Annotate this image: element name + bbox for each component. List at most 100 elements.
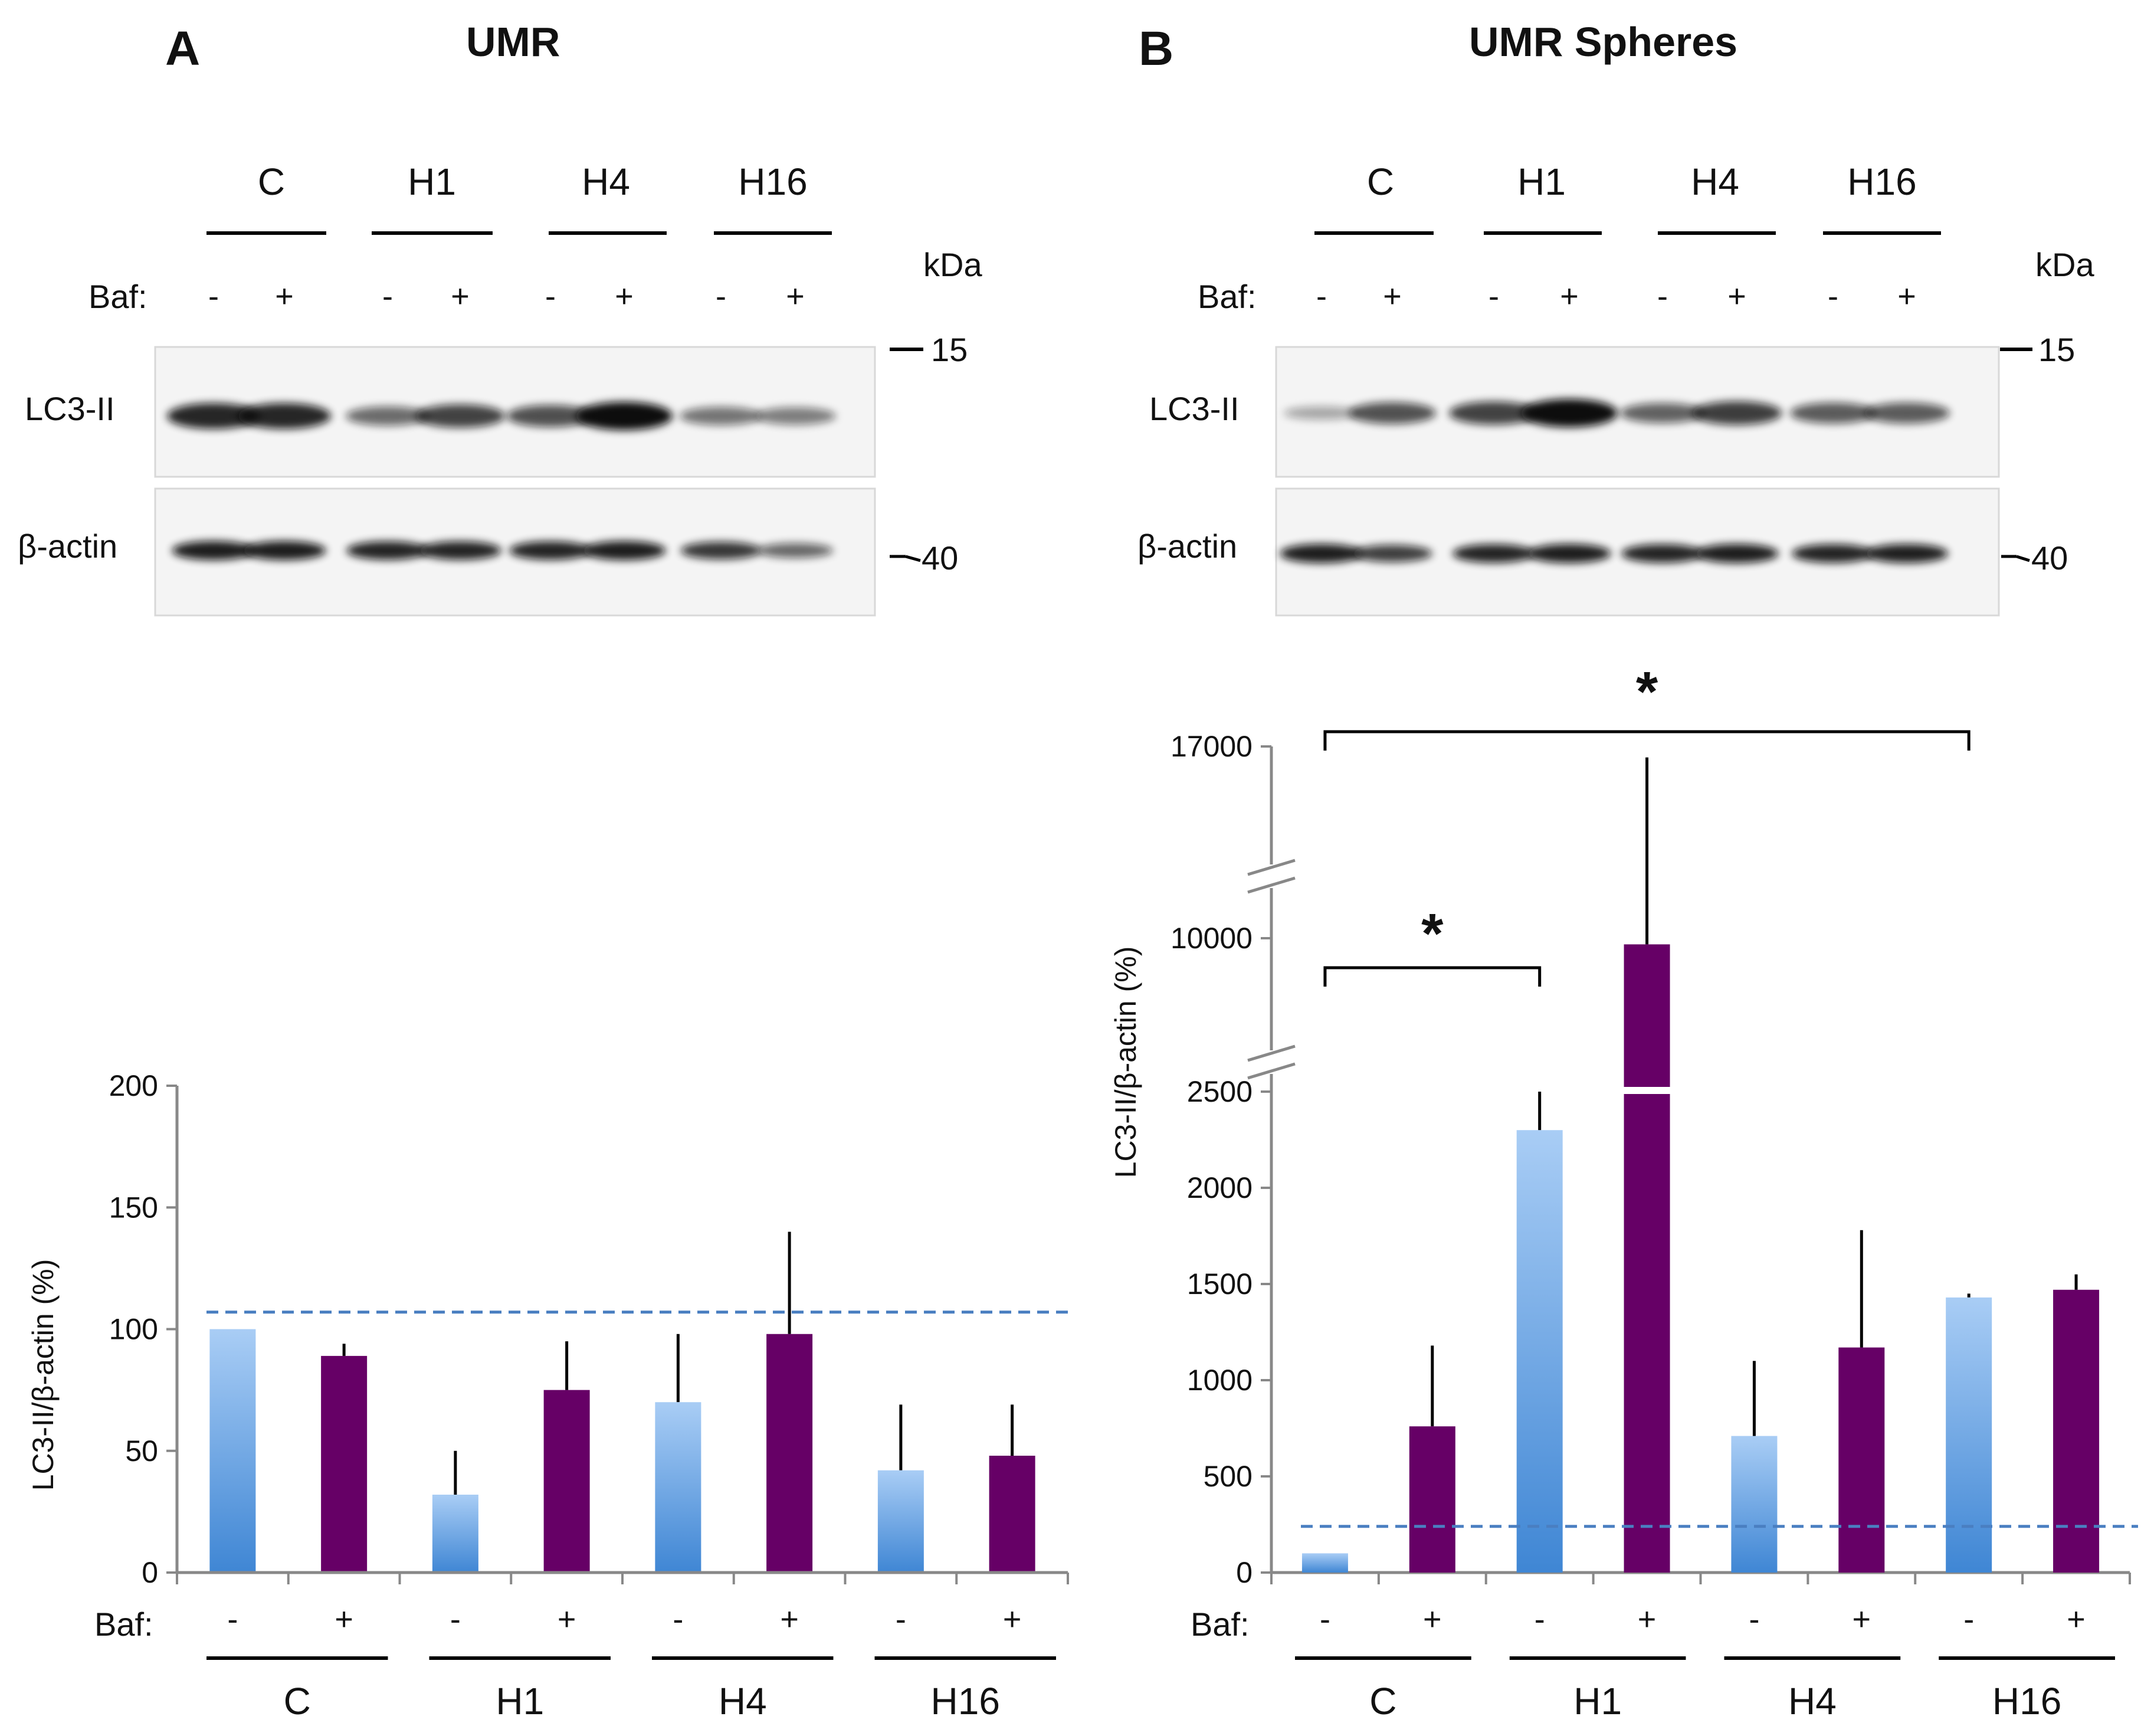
panel-a-baf-label: Baf: [88, 278, 147, 315]
actin-band [1865, 543, 1949, 564]
chart-a-x-axis [176, 1571, 1069, 1584]
actin-band [509, 541, 592, 560]
chart-a-baf-label: Baf: [94, 1606, 153, 1643]
panel-b: B UMR Spheres C H1 H4 H16 kDa Baf: - + - + -… [1137, 19, 2094, 617]
lc3-band [1620, 403, 1705, 423]
lc3-band [755, 407, 836, 425]
lc3-band [167, 403, 260, 429]
y-tick-label: 1000 [1187, 1364, 1253, 1397]
lc3-band [1521, 399, 1618, 427]
axis-break [1247, 859, 1296, 876]
bar [321, 1355, 368, 1573]
bar [1946, 1297, 1992, 1573]
panel-a-group-h4: H4 [582, 161, 630, 203]
panel-a-baf-signs: - + - + - + - + [208, 279, 805, 314]
panel-a-lc3-bands [167, 402, 836, 430]
y-tick-label: 200 [109, 1069, 158, 1102]
baf-sign: + [615, 279, 634, 314]
significance-star: * [1636, 660, 1658, 723]
bar [432, 1495, 478, 1573]
panel-b-baf-signs: - + - + - + - + [1316, 279, 1916, 314]
bar [543, 1390, 590, 1573]
y-tick-label: 17000 [1170, 730, 1253, 763]
bar [1409, 1426, 1455, 1573]
significance-bracket [1323, 730, 1970, 751]
bar-break [1621, 1087, 1673, 1094]
group-label: H1 [496, 1680, 544, 1722]
panel-a-actin-bands [172, 541, 834, 561]
lc3-band [1449, 401, 1539, 425]
axis-break [1247, 876, 1296, 894]
baf-sign: - [673, 1601, 683, 1637]
significance-star: * [1421, 902, 1444, 965]
significance-bracket [1323, 966, 1542, 987]
chart-b-y-axis: 0 500 1000 1500 2000 2500 10000 17000 [1170, 730, 2131, 1589]
actin-band [1453, 544, 1535, 563]
baf-sign: - [1535, 1601, 1545, 1637]
lc3-band [506, 405, 595, 427]
baf-sign: + [558, 1601, 576, 1637]
chart-a-y-axis: 0 50 100 150 200 [109, 1069, 179, 1589]
bar [655, 1402, 701, 1573]
panel-a-kda-label: kDa [923, 246, 982, 283]
baf-sign: - [382, 279, 393, 314]
baf-sign: - [1828, 279, 1838, 314]
panel-b-baf-label: Baf: [1198, 278, 1257, 315]
bar [877, 1470, 924, 1573]
panel-b-lc3-label: LC3-II [1149, 390, 1240, 427]
baf-sign: + [1897, 279, 1916, 314]
bar [989, 1456, 1035, 1573]
chart-a-ylabel: LC3-II/β-actin (%) [27, 1259, 60, 1491]
baf-sign: + [780, 1601, 799, 1637]
panel-b-lc3-bands [1284, 399, 1950, 427]
bar [209, 1329, 256, 1573]
lc3-band [1790, 402, 1876, 424]
baf-sign: + [275, 279, 294, 314]
y-tick-label: 10000 [1170, 922, 1253, 955]
panel-a-lc3-label: LC3-II [25, 390, 115, 427]
bar [1731, 1436, 1778, 1573]
lc3-band [238, 403, 331, 429]
actin-band [1352, 545, 1432, 562]
baf-sign: - [545, 279, 556, 314]
baf-sign: - [227, 1601, 238, 1637]
chart-b-significance: ** [1323, 660, 1970, 987]
chart-b-bars [1301, 757, 2138, 1573]
baf-sign: - [208, 279, 219, 314]
panel-b-kda-label: kDa [2035, 246, 2094, 283]
actin-band [242, 541, 326, 561]
actin-band [172, 541, 255, 561]
group-label: H16 [931, 1680, 1000, 1722]
panel-a-group-h16: H16 [738, 161, 807, 203]
panel-b-marker-15: 15 [2038, 331, 2075, 368]
bar [1624, 944, 1670, 1573]
panel-a-group-c: C [258, 161, 285, 203]
panel-a-actin-label: β-actin [18, 528, 117, 565]
y-tick-label: 500 [1204, 1460, 1253, 1493]
baf-sign: - [1316, 279, 1327, 314]
baf-sign: + [786, 279, 805, 314]
group-label: H4 [1788, 1680, 1837, 1722]
y-tick-label: 100 [109, 1313, 158, 1346]
baf-sign: - [450, 1601, 461, 1637]
panel-a-marker-tick-40 [905, 555, 921, 562]
axis-break [1247, 1062, 1296, 1080]
actin-band [757, 543, 834, 558]
lc3-band [1691, 401, 1782, 425]
group-label: C [284, 1680, 311, 1722]
panel-a-group-h1: H1 [408, 161, 456, 203]
baf-sign: + [1727, 279, 1746, 314]
y-tick-label: 0 [142, 1556, 158, 1589]
y-tick-label: 1500 [1187, 1267, 1253, 1301]
lc3-band [1349, 402, 1436, 424]
group-label: H1 [1573, 1680, 1622, 1722]
bar [2053, 1289, 2100, 1573]
baf-sign: + [1853, 1601, 1871, 1637]
lc3-band [576, 402, 673, 430]
baf-sign: + [451, 279, 470, 314]
actin-band [346, 541, 429, 560]
baf-sign: + [2067, 1601, 2086, 1637]
lc3-band [346, 406, 429, 426]
